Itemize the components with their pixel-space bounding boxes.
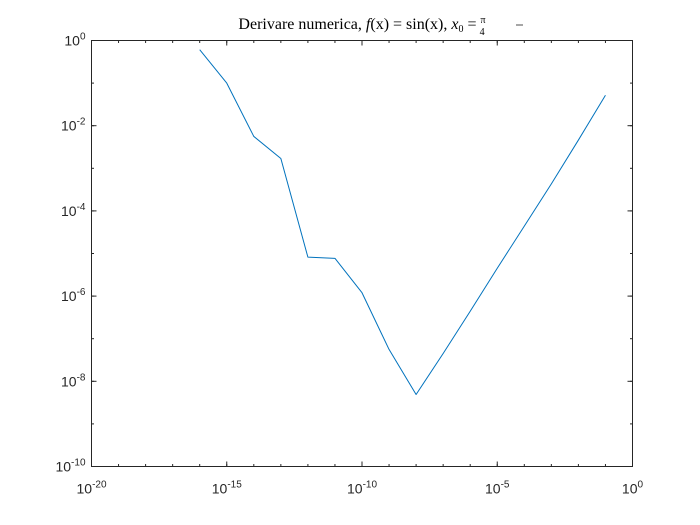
x-tick-label: 10-15 (212, 480, 242, 497)
plot-area (91, 40, 632, 466)
axes-box (91, 40, 633, 467)
title-f: f (366, 16, 373, 33)
title-fx: (x) = sin(x), (370, 16, 451, 33)
y-tick-label: 100 (64, 32, 86, 49)
y-tick-label: 10-2 (61, 117, 86, 134)
x-tick-label: 10-20 (76, 480, 106, 497)
x-tick-label: 10-10 (347, 480, 377, 497)
x-tick-labels: 10-20 10-15 10-10 10-5 100 (76, 480, 643, 497)
title-x0: x (450, 16, 458, 33)
title-frac-num: π (481, 15, 486, 26)
title-eq: = (463, 16, 480, 33)
x-tick-label: 10-5 (485, 480, 510, 497)
series-line (199, 49, 606, 395)
y-tick-labels: 100 10-2 10-4 10-6 10-8 10-10 (55, 32, 85, 475)
chart-title: Derivare numerica, f(x) = sin(x), x0 = π… (238, 15, 485, 38)
y-tick-label: 10-8 (61, 372, 86, 389)
title-x0-sub: 0 (458, 24, 463, 35)
title-frac-den: 4 (480, 27, 485, 38)
y-tick-label: 10-4 (61, 202, 86, 219)
x-tick-label: 100 (622, 480, 644, 497)
y-tick-label: 10-6 (61, 287, 86, 304)
y-tick-label: 10-10 (55, 458, 85, 475)
title-prefix: Derivare numerica, (238, 16, 365, 33)
